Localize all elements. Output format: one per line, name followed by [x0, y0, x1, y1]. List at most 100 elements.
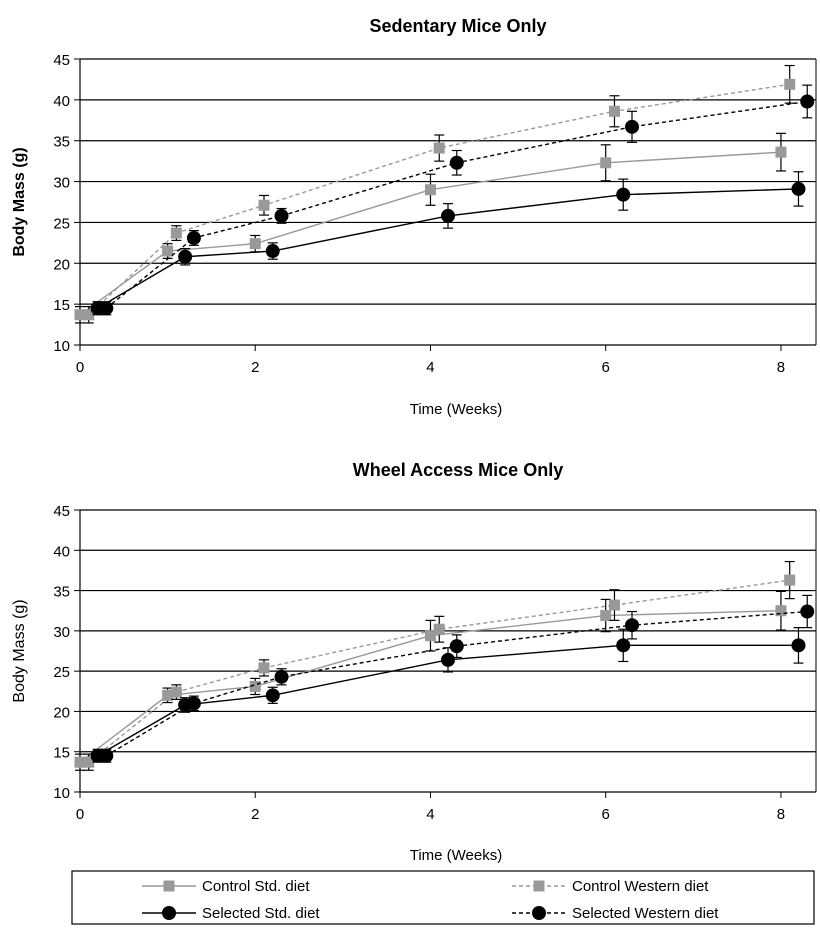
y-tick-label: 15 [53, 745, 70, 762]
y-axis-label: Body Mass (g) [11, 599, 28, 702]
x-tick-label: 6 [602, 806, 610, 823]
series-line [97, 188, 799, 309]
data-point [608, 105, 620, 117]
series-control-std-diet [74, 590, 787, 771]
legend-label: Selected Western diet [572, 905, 719, 922]
data-point [274, 208, 289, 223]
legend-item: Control Std. diet [142, 878, 310, 895]
y-tick-label: 45 [53, 503, 70, 520]
y-tick-label: 30 [53, 624, 70, 641]
data-point [433, 623, 445, 635]
data-point [775, 146, 787, 158]
y-axis-label: Body Mass (g) [11, 147, 28, 256]
legend-marker [162, 906, 176, 920]
data-point [170, 686, 182, 698]
data-point [625, 618, 639, 633]
data-point [616, 638, 631, 653]
series-control-western-diet [83, 560, 796, 771]
data-point [608, 599, 620, 611]
series-control-western-diet [83, 64, 796, 324]
data-point [162, 689, 174, 701]
data-point [249, 680, 261, 692]
x-tick-label: 0 [76, 806, 84, 823]
series-line [79, 151, 781, 316]
x-tick-label: 8 [777, 806, 785, 823]
series-control-std-diet [74, 132, 787, 324]
x-tick-label: 4 [426, 359, 434, 376]
data-point [99, 748, 114, 763]
data-point [600, 157, 612, 169]
x-axis-label: Time (Weeks) [410, 401, 503, 418]
y-tick-label: 25 [53, 664, 70, 681]
y-tick-label: 20 [53, 256, 70, 273]
data-point [249, 238, 261, 250]
y-tick-label: 40 [53, 543, 70, 560]
data-point [800, 94, 815, 109]
legend-item: Selected Std. diet [142, 905, 320, 922]
data-point [791, 638, 806, 653]
series-line [105, 100, 808, 309]
x-tick-label: 0 [76, 359, 84, 376]
data-point [791, 181, 806, 196]
legend-marker [163, 880, 175, 892]
data-point [83, 756, 95, 768]
data-point [775, 605, 787, 617]
y-tick-label: 30 [53, 175, 70, 192]
x-tick-label: 2 [251, 359, 259, 376]
data-point [74, 756, 86, 768]
data-point [625, 119, 639, 134]
data-point [449, 155, 464, 170]
x-tick-label: 6 [602, 359, 610, 376]
legend-label: Control Std. diet [202, 878, 310, 895]
data-point [258, 662, 270, 674]
data-point [74, 309, 86, 321]
chart-panel-1: Sedentary Mice Only 10 15 20 25 30 35 40 45 0 2 4 6 8… [11, 16, 817, 418]
chart-panel-2: Wheel Access Mice Only 10 15 20 25 30 35 40 45 0 2… [11, 460, 817, 864]
series-line [79, 610, 781, 763]
y-tick-label: 15 [53, 297, 70, 314]
chart-title: Wheel Access Mice Only [353, 460, 563, 480]
legend-marker [533, 880, 545, 892]
series-line [88, 579, 790, 763]
data-point [441, 652, 455, 667]
legend-label: Control Western diet [572, 878, 709, 895]
y-tick-label: 45 [53, 52, 70, 69]
x-tick-label: 2 [251, 806, 259, 823]
series-selected-western-diet [99, 594, 815, 763]
data-point [178, 249, 193, 264]
series-selected-std-diet [90, 627, 806, 763]
data-point [83, 309, 95, 321]
legend-item: Selected Western diet [512, 905, 719, 922]
y-tick-label: 20 [53, 704, 70, 721]
series-line [88, 83, 790, 316]
data-point [616, 187, 631, 202]
data-point [433, 142, 445, 154]
legend-item: Control Western diet [512, 878, 709, 895]
series-selected-western-diet [99, 84, 815, 316]
x-axis-label: Time (Weeks) [410, 847, 503, 864]
data-point [162, 245, 174, 257]
data-point [600, 610, 612, 622]
data-point [424, 630, 436, 642]
y-tick-label: 35 [53, 134, 70, 151]
legend-label: Selected Std. diet [202, 905, 320, 922]
legend-marker [532, 906, 546, 920]
y-tick-label: 25 [53, 215, 70, 232]
data-point [784, 78, 796, 90]
data-point [424, 184, 436, 196]
series-line [105, 610, 808, 757]
y-tick-label: 40 [53, 93, 70, 110]
data-point [441, 208, 455, 223]
legend: Control Std. diet Control Western diet Sel… [71, 870, 815, 925]
y-tick-label: 35 [53, 584, 70, 601]
data-point [265, 688, 280, 703]
x-tick-label: 4 [426, 806, 434, 823]
data-point [186, 696, 201, 711]
data-point [186, 230, 201, 245]
x-tick-label: 8 [777, 359, 785, 376]
data-point [265, 244, 280, 259]
y-tick-label: 10 [53, 338, 70, 355]
chart-title: Sedentary Mice Only [369, 16, 546, 36]
data-point [274, 669, 289, 684]
